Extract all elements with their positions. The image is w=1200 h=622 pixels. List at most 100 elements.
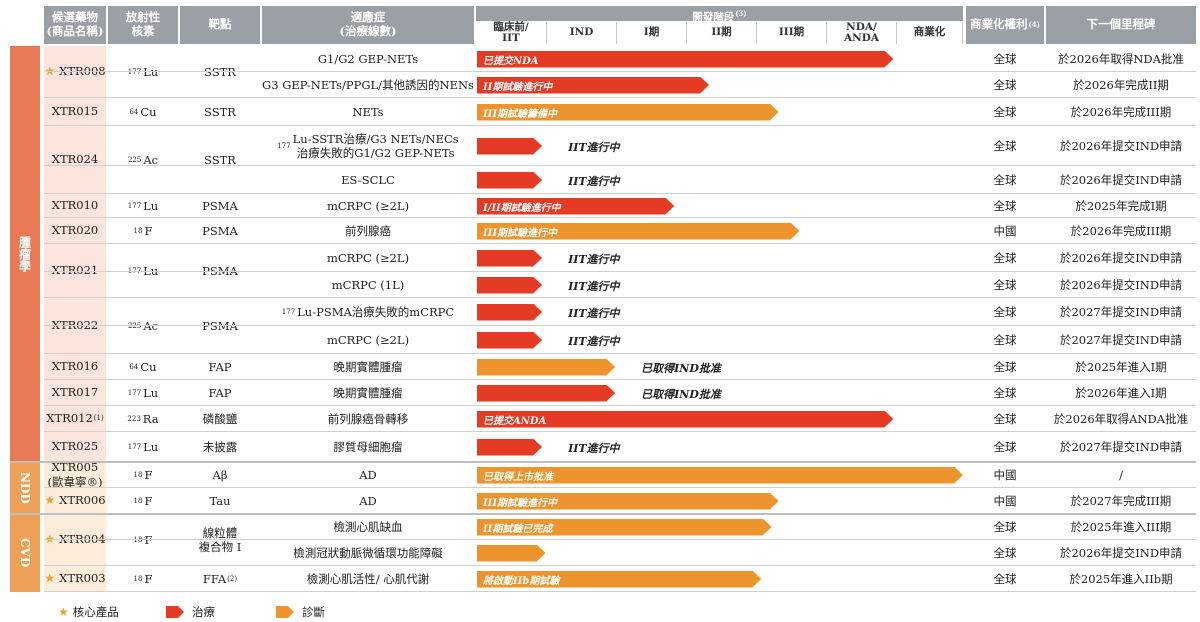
progress-bar: 已提交NDA [477, 51, 893, 68]
stage-column-5: NDA/ANDA [827, 21, 897, 44]
row-divider [44, 405, 1196, 406]
progress-bar: II期試驗已完成 [477, 519, 772, 536]
row-divider [44, 431, 1196, 432]
target: 未披露 [202, 439, 238, 454]
progress-bar: I/II期試驗進行中 [477, 198, 674, 215]
isotope-mass: 18 [134, 536, 143, 545]
legend-therapy-label: 治療 [192, 605, 215, 619]
indication: G3 GEP-NETs/PPGL/其他誘因的NENs [262, 72, 474, 98]
indication: 檢測心肌缺血 [262, 514, 474, 540]
progress-bar: 將啟動IIb期試驗 [477, 571, 761, 588]
progress-bar [477, 277, 542, 294]
stage-status-label: IIT進行中 [568, 280, 620, 293]
isotope-mass: 177 [128, 267, 141, 276]
isotope-element: Lu [143, 385, 159, 400]
indication: 前列腺癌 [262, 218, 474, 244]
indication-text: mCRPC (1L) [331, 277, 405, 292]
row-divider [44, 271, 1196, 272]
stage-status-label: IIT進行中 [568, 175, 620, 188]
therapy-arrow-icon [166, 606, 184, 618]
row-divider [44, 325, 1196, 326]
stage-column-3: II期 [687, 22, 757, 44]
target-footnote: (2) [227, 574, 238, 583]
row-divider [44, 165, 1196, 166]
commercial-rights: 全球 [993, 172, 1017, 187]
candidate-name: XTR010 [44, 194, 106, 217]
target: 線粒體 複合物 I [198, 525, 242, 554]
isotope-mass: 64 [129, 362, 139, 371]
indication-text: mCRPC (≥2L) [326, 332, 410, 347]
indication-text: 檢測心肌缺血 [333, 519, 403, 534]
next-milestone: 於2026年提交IND申請 [1059, 545, 1183, 560]
header-stage: 開發階段(3) 臨床前/IIT IND I期 II期 III期 NDA/ANDA 商業化 [476, 6, 963, 44]
diagnostic-arrow-icon [276, 606, 294, 618]
indication: mCRPC (1L) [262, 272, 474, 298]
candidate-name: XTR024 [44, 126, 106, 193]
progress-bar [477, 250, 542, 267]
progress-bar: III期試驗籌備中 [477, 104, 779, 121]
header-indication: 適應症 (治療線數) [262, 6, 474, 44]
row-divider [44, 125, 1196, 126]
indication-text: 晚期實體腫瘤 [333, 359, 403, 374]
header-rights-footnote: (4) [1028, 19, 1041, 29]
candidate-label: XTR010 [51, 198, 99, 213]
next-milestone: 於2025年進入I期 [1075, 359, 1167, 374]
indication-isotope: 177 [277, 141, 291, 150]
candidate-label: XTR015 [51, 104, 99, 119]
progress-bar [477, 545, 546, 562]
isotope-element: F [144, 533, 152, 547]
next-milestone: 於2026年提交IND申請 [1059, 172, 1183, 187]
stage-status-label: IIT進行中 [568, 307, 620, 320]
stage-column-4: III期 [757, 22, 827, 44]
legend-core-label: 核心產品 [72, 605, 119, 619]
candidate-name: XTR012 (1) [44, 406, 106, 431]
header-milestone: 下一個里程碑 [1046, 6, 1196, 44]
isotope-mass: 225 [127, 155, 142, 164]
isotope-mass: 177 [128, 68, 141, 77]
progress-bar [477, 385, 615, 402]
isotope-element: Ac [143, 152, 159, 167]
indication: AD [262, 462, 474, 488]
stage-column-2: I期 [617, 22, 687, 44]
stage-column-0: 臨床前/IIT [476, 21, 547, 44]
commercial-rights: 全球 [993, 519, 1017, 534]
commercial-rights: 全球 [993, 304, 1017, 319]
indication: 前列腺癌骨轉移 [262, 406, 474, 432]
progress-bar: II期試驗進行中 [477, 77, 709, 94]
row-divider [10, 513, 1196, 515]
progress-bar: III期試驗進行中 [477, 223, 800, 240]
row-divider [44, 243, 1196, 244]
progress-bar: III期試驗進行中 [477, 493, 779, 510]
indication-text: G1/G2 GEP-NETs [317, 51, 419, 66]
target: PSMA [202, 223, 238, 238]
candidate-label: XTR005 (歐韋寧®) [47, 460, 103, 489]
next-milestone: 於2026年完成III期 [1070, 223, 1172, 238]
next-milestone: 於2027年提交IND申請 [1059, 439, 1183, 454]
row-divider [44, 71, 1196, 72]
isotope-element: F [144, 571, 153, 586]
isotope-mass: 223 [127, 414, 141, 423]
isotope-mass: 177 [127, 442, 142, 451]
indication-isotope: 177 [281, 307, 296, 316]
indication-text: Lu-SSTR治療/G3 NETs/NECs 治療失敗的G1/G2 GEP-NET… [292, 131, 459, 160]
candidate-name: XTR015 [44, 98, 106, 125]
commercial-rights: 全球 [993, 545, 1017, 560]
candidate-name: XTR021 [44, 244, 106, 297]
core-product-star-icon: ★ [44, 571, 56, 585]
next-milestone: 於2026年完成III期 [1070, 104, 1172, 119]
isotope-mass: 64 [129, 107, 139, 116]
row-divider [44, 539, 1196, 540]
row-divider [44, 487, 1196, 488]
header-rights: 商業化權利 (4) [966, 6, 1044, 44]
target: SSTR [204, 104, 236, 119]
indication: G1/G2 GEP-NETs [262, 46, 474, 72]
indication-text: NETs [352, 104, 384, 119]
